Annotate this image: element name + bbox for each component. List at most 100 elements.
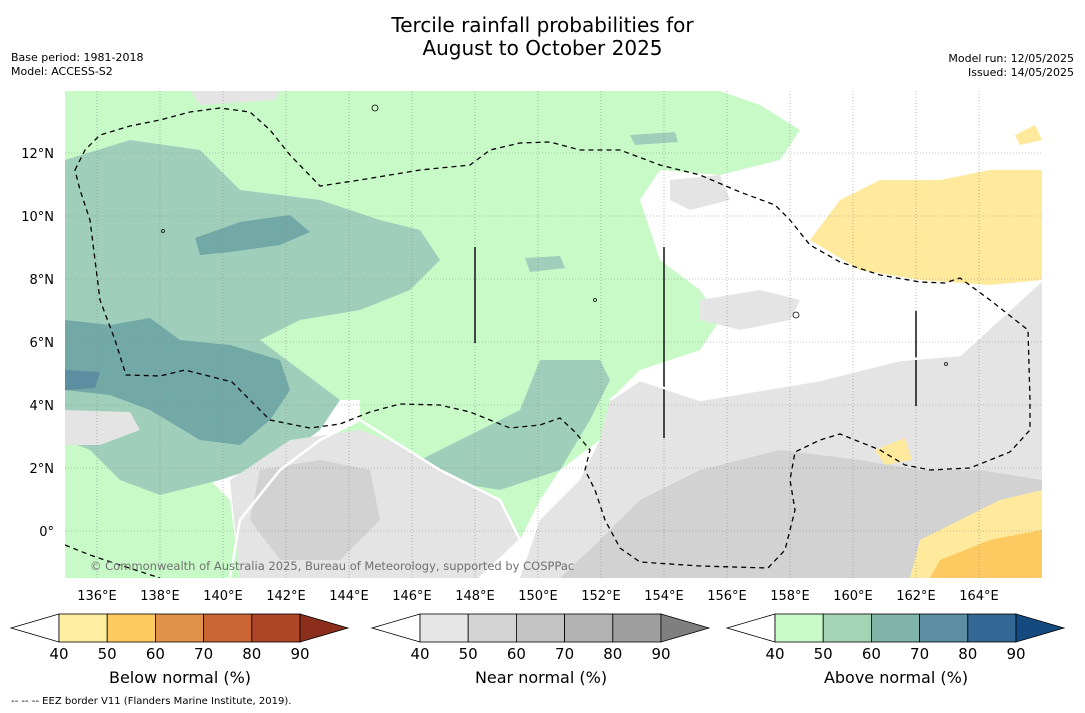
lon-tick-label: 156°E	[707, 589, 747, 604]
colorbar-max-extend	[1015, 613, 1066, 643]
model-name: Model: ACCESS-S2	[11, 65, 113, 78]
colorbar-segment	[419, 613, 469, 643]
lon-tick-label: 150°E	[518, 589, 558, 604]
run-info: Model run: 12/05/2025 Issued: 14/05/2025	[948, 52, 1074, 80]
colorbar-below: 40 50 60 70 80 90	[9, 613, 350, 663]
colorbar-tick-label: 80	[242, 645, 261, 663]
colorbar-segment	[106, 613, 156, 643]
below-50-region-se	[930, 530, 1042, 578]
above-50-region-east	[420, 360, 610, 490]
map-area	[65, 91, 1042, 578]
above-70-patch	[65, 370, 100, 390]
colorbar-segment	[58, 613, 108, 643]
lon-tick-label: 144°E	[329, 589, 369, 604]
colorbar-tick-label: 60	[507, 645, 526, 663]
base-period: Base period: 1981-2018	[11, 51, 144, 64]
contour-edge-1	[228, 418, 522, 578]
colorbar-tick-label: 60	[146, 645, 165, 663]
lon-tick-label: 146°E	[392, 589, 432, 604]
model-info: Base period: 1981-2018 Model: ACCESS-S2	[11, 51, 143, 79]
below-40-patch-ne	[1015, 125, 1042, 145]
lat-tick-label: 12°N	[21, 147, 54, 162]
lon-tick-label: 138°E	[140, 589, 180, 604]
near-40-region-ne2	[670, 175, 730, 210]
island-yap	[161, 229, 165, 233]
lon-tick-label: 140°E	[203, 589, 243, 604]
lat-tick-label: 8°N	[30, 273, 55, 288]
colorbar-tick-label: 90	[1006, 645, 1025, 663]
colorbar-above: 40 50 60 70 80 90	[725, 613, 1066, 663]
colorbar-segment	[774, 613, 824, 643]
lat-tick-label: 6°N	[30, 336, 55, 351]
lon-tick-label: 164°E	[959, 589, 999, 604]
above-60-region	[65, 318, 290, 445]
below-40-patch-mid	[875, 438, 912, 465]
colorbar-segment	[871, 613, 921, 643]
title-line-1: Tercile rainfall probabilities for	[391, 13, 694, 37]
island-kosrae	[944, 362, 948, 366]
colorbar-tick-label: 70	[555, 645, 574, 663]
lon-tick-label: 148°E	[455, 589, 495, 604]
colorbar-segment	[467, 613, 517, 643]
colorbar-label-below: Below normal (%)	[108, 668, 252, 687]
near-40-region-ne	[700, 290, 800, 330]
footnote: -- -- -- EEZ border V11 (Flanders Marine…	[11, 696, 292, 707]
colorbar-tick-label: 50	[814, 645, 833, 663]
colorbar-tick-label: 70	[194, 645, 213, 663]
colorbar-tick-label: 40	[410, 645, 429, 663]
lat-tick-label: 2°N	[30, 462, 55, 477]
lon-tick-label: 154°E	[644, 589, 684, 604]
lon-tick-label: 158°E	[770, 589, 810, 604]
colorbar-near: 40 50 60 70 80 90	[370, 613, 711, 663]
eez-border-png	[65, 544, 161, 578]
colorbar-segment	[822, 613, 872, 643]
colorbar-tick-label: 50	[98, 645, 117, 663]
lon-tick-label: 152°E	[581, 589, 621, 604]
eez-border-palau-fsm	[74, 107, 1031, 569]
lat-tick-label: 10°N	[21, 210, 54, 225]
colorbar-tick-label: 80	[603, 645, 622, 663]
colorbar-tick-label: 40	[765, 645, 784, 663]
copyright-text: © Commonwealth of Australia 2025, Bureau…	[90, 559, 574, 573]
colorbar-segment	[251, 613, 301, 643]
colorbar-tick-label: 60	[862, 645, 881, 663]
island-pohnpei	[792, 311, 800, 319]
colorbar-tick-label: 90	[290, 645, 309, 663]
lon-axis: 136°E 138°E 140°E 142°E 144°E 146°E 148°…	[77, 589, 999, 604]
issued-date: Issued: 14/05/2025	[967, 66, 1074, 79]
lon-tick-label: 162°E	[896, 589, 936, 604]
island-guam	[371, 104, 379, 112]
colorbar-segment	[516, 613, 566, 643]
colorbars: 40 50 60 70 80 90 40 50 60 70 80 90 40 50 60 70 80 90	[9, 613, 1066, 663]
near-40-region-north	[190, 91, 280, 105]
colorbar-label-above: Above normal (%)	[823, 668, 969, 687]
colorbar-segment	[612, 613, 662, 643]
colorbar-max-extend	[299, 613, 350, 643]
colorbar-tick-label: 80	[958, 645, 977, 663]
lon-tick-label: 136°E	[77, 589, 117, 604]
colorbar-max-extend	[660, 613, 711, 643]
contour-edges	[228, 279, 1042, 578]
colorbar-tick-label: 40	[49, 645, 68, 663]
colorbar-segment	[564, 613, 614, 643]
below-40-region	[810, 170, 1042, 285]
above-50-patch	[525, 256, 565, 272]
lat-axis: 12°N 10°N 8°N 6°N 4°N 2°N 0°	[21, 147, 54, 540]
colorbar-label-near: Near normal (%)	[474, 668, 608, 687]
graticule	[65, 91, 1042, 578]
eez-borders	[65, 107, 1031, 578]
colorbar-segment	[919, 613, 969, 643]
colorbar-tick-label: 90	[651, 645, 670, 663]
colorbar-tick-label: 70	[910, 645, 929, 663]
lon-tick-label: 160°E	[833, 589, 873, 604]
islands	[161, 104, 948, 366]
lat-tick-label: 4°N	[30, 399, 55, 414]
above-60-patch	[195, 215, 310, 255]
map-title: Tercile rainfall probabilities for Augus…	[0, 14, 1085, 60]
colorbar-segment	[967, 613, 1017, 643]
near-40-region-west	[65, 410, 140, 445]
lon-tick-label: 142°E	[266, 589, 306, 604]
colorbar-min-extend	[725, 613, 776, 643]
colorbar-min-extend	[9, 613, 60, 643]
